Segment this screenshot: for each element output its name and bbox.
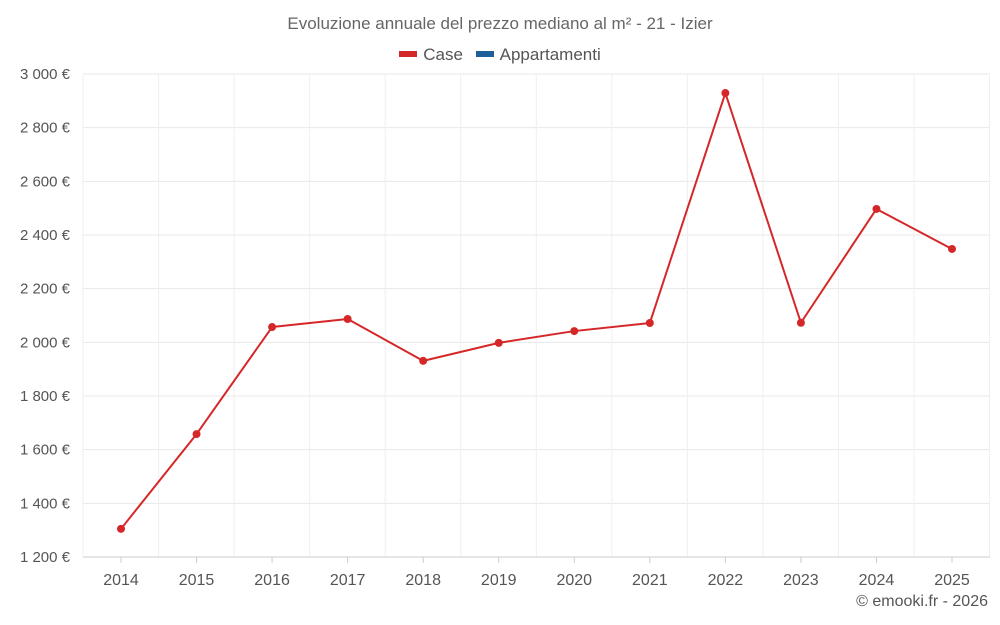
series-line-0 <box>120 92 953 530</box>
legend-swatch-case <box>399 50 418 57</box>
y-tick-label: 3 000 € <box>20 66 71 83</box>
series-lines <box>120 92 953 530</box>
data-points <box>117 89 956 533</box>
data-point <box>494 338 503 347</box>
y-tick-label: 2 800 € <box>20 120 71 137</box>
x-tick-label: 2025 <box>934 572 970 589</box>
y-tick-label: 1 400 € <box>20 495 71 512</box>
x-tick-label: 2018 <box>405 572 441 589</box>
data-point <box>721 89 730 98</box>
data-point <box>796 318 805 327</box>
legend: Case Appartamenti <box>0 45 1000 65</box>
x-tick-label: 2022 <box>708 572 744 589</box>
data-point <box>570 327 579 336</box>
y-tick-label: 2 400 € <box>20 227 71 244</box>
data-point <box>419 356 428 365</box>
legend-item-appartamenti[interactable]: Appartamenti <box>475 45 601 65</box>
x-tick-label: 2014 <box>103 572 139 589</box>
credit-text: © emooki.fr - 2026 <box>856 593 988 610</box>
x-tick-label: 2015 <box>179 572 215 589</box>
y-tick-label: 1 600 € <box>20 442 71 459</box>
x-tick-label: 2023 <box>783 572 819 589</box>
data-point <box>192 430 201 439</box>
y-tick-label: 1 800 € <box>20 388 71 405</box>
x-tick-label: 2019 <box>481 572 517 589</box>
data-point <box>268 323 277 332</box>
y-tick-label: 2 600 € <box>20 173 71 190</box>
legend-label-appartamenti: Appartamenti <box>499 45 601 64</box>
y-tick-label: 2 200 € <box>20 281 71 298</box>
legend-label-case: Case <box>423 45 463 64</box>
data-point <box>948 244 956 253</box>
data-point <box>645 319 654 328</box>
data-point <box>343 314 352 323</box>
x-tick-label: 2017 <box>330 572 366 589</box>
data-point <box>117 524 125 533</box>
grid-lines <box>82 73 991 558</box>
legend-item-case[interactable]: Case <box>399 45 463 65</box>
x-tick-label: 2021 <box>632 572 668 589</box>
x-tick-label: 2016 <box>254 572 290 589</box>
y-tick-label: 1 200 € <box>20 549 71 566</box>
y-tick-label: 2 000 € <box>20 334 71 351</box>
data-point <box>872 204 881 213</box>
x-tick-label: 2020 <box>556 572 592 589</box>
chart-title: Evoluzione annuale del prezzo mediano al… <box>287 14 713 33</box>
legend-swatch-appartamenti <box>475 50 494 57</box>
x-tick-label: 2024 <box>859 572 895 589</box>
axes: 1 200 € 1 400 € 1 600 € 1 800 € 2 000 € 2 200… <box>20 66 990 589</box>
